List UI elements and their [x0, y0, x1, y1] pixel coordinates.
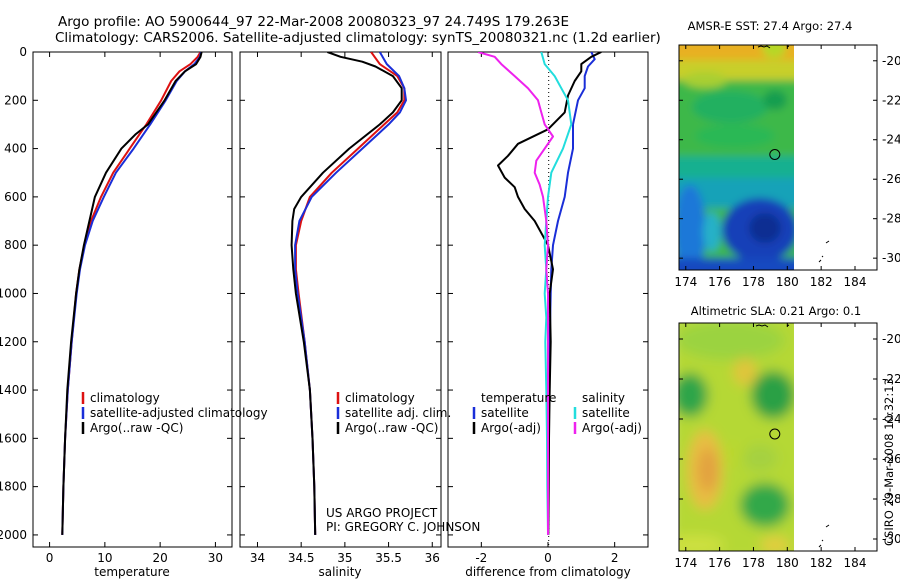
series-climatology [61, 52, 202, 535]
sla-map-ticks: 174 176 178 180 182 184 -20 -22 -24 -26 -28 -30 [674, 323, 900, 570]
legend-label-sal-argo: Argo(-adj) [582, 421, 642, 435]
salinity-panel-frame [239, 51, 442, 548]
map-lat-label: -24 [882, 133, 900, 147]
series-satellite-adjusted-climatology [61, 52, 202, 535]
map-lat-label: -30 [882, 251, 900, 265]
legend-label-satellite-adjusted: satellite-adjusted climatology [90, 406, 268, 420]
project-pi: PI: GREGORY C. JOHNSON [326, 520, 480, 534]
salinity-xlabel: salinity [318, 565, 361, 579]
sla-float-marker [769, 428, 781, 440]
map-lat-label: -28 [882, 212, 900, 226]
map-lon-label: 178 [742, 556, 765, 570]
map-lat-label: -24 [882, 412, 900, 426]
temperature-x-ticks: 0 10 20 30 [46, 52, 223, 565]
legend-label-sal-satellite: satellite [582, 406, 630, 420]
map-lon-label: 174 [674, 275, 697, 289]
sst-map-ticks: 174 176 178 180 182 184 -20 -22 -24 -26 -28 -30 [674, 45, 900, 289]
x-tick-label: 34 [250, 551, 265, 565]
legend-label-temp-argo: Argo(-adj) [481, 421, 541, 435]
depth-tick-label: 800 [4, 238, 27, 252]
x-tick-label: 35.5 [375, 551, 402, 565]
x-tick-label: 20 [152, 551, 167, 565]
map-lon-label: 180 [776, 556, 799, 570]
map-lon-label: 180 [776, 275, 799, 289]
difference-xlabel: difference from climatology [465, 565, 631, 579]
depth-tick-label: 1600 [0, 431, 27, 445]
series-argo-raw-qc [61, 52, 203, 535]
depth-tick-label: 200 [4, 93, 27, 107]
temperature-legend: climatology satellite-adjusted climatolo… [81, 391, 268, 435]
timestamp-stamp: CSIRO 29-Mar-2008 10:32:13 [882, 378, 896, 546]
sst-map-title: AMSR-E SST: 27.4 Argo: 27.4 [688, 19, 853, 33]
x-tick-label: 10 [97, 551, 112, 565]
legend-label-satellite-adj: satellite adj. clim. [345, 406, 451, 420]
x-tick-label: 36 [425, 551, 440, 565]
sst-map-frame [678, 44, 878, 271]
map-lon-label: 174 [674, 556, 697, 570]
map-lat-label: -26 [882, 452, 900, 466]
legend-label-climatology: climatology [345, 391, 415, 405]
header-line-2: Climatology: CARS2006. Satellite-adjuste… [55, 30, 661, 46]
x-tick-label: 34.5 [288, 551, 315, 565]
x-tick-label: 0 [46, 551, 54, 565]
sst-heatmap [679, 45, 794, 270]
x-tick-label: 0 [544, 551, 552, 565]
project-name: US ARGO PROJECT [326, 506, 438, 520]
map-lat-label: -30 [882, 532, 900, 546]
sst-islands-east [818, 240, 830, 263]
depth-tick-label: 1400 [0, 383, 27, 397]
depth-tick-label: 600 [4, 190, 27, 204]
series-satellite-adj-clim [294, 52, 407, 535]
temperature-panel-frame [32, 51, 233, 548]
depth-tick-label: 1200 [0, 335, 27, 349]
depth-tick-label: 2000 [0, 528, 27, 542]
map-lat-label: -26 [882, 172, 900, 186]
legend-label-temp-satellite: satellite [481, 406, 529, 420]
sst-float-marker [769, 149, 781, 160]
difference-series [477, 52, 602, 535]
x-tick-label: -2 [475, 551, 487, 565]
depth-tick-label: 0 [19, 45, 27, 59]
map-lat-label: -28 [882, 492, 900, 506]
header-line-1: Argo profile: AO 5900644_97 22-Mar-2008 … [58, 14, 569, 30]
depth-tick-label: 1000 [0, 286, 27, 300]
map-lon-label: 178 [742, 275, 765, 289]
sla-map-frame [678, 322, 878, 552]
legend-header-temperature: temperature [481, 391, 556, 405]
map-lat-label: -20 [882, 54, 900, 68]
x-tick-label: 35 [337, 551, 352, 565]
salinity-x-ticks: 34 34.5 35 35.5 36 [250, 52, 440, 565]
map-lon-label: 176 [708, 275, 731, 289]
legend-label-climatology: climatology [90, 391, 160, 405]
legend-header-salinity: salinity [582, 391, 625, 405]
sla-islands-east [818, 524, 830, 548]
salinity-series [290, 52, 407, 535]
map-lon-label: 182 [810, 275, 833, 289]
map-lon-label: 176 [708, 556, 731, 570]
depth-axis: 0 200 400 600 800 1000 1200 1400 1600 1800 2000 [0, 45, 648, 542]
sla-heatmap [679, 323, 794, 551]
map-lat-label: -20 [882, 332, 900, 346]
temperature-series [61, 52, 203, 535]
series-temperature-argo-adj [497, 52, 602, 535]
depth-tick-label: 400 [4, 142, 27, 156]
difference-legend: temperature salinity satellite Argo(-adj… [472, 391, 642, 435]
sla-map-title: Altimetric SLA: 0.21 Argo: 0.1 [691, 304, 861, 318]
difference-x-ticks: -2 0 2 [475, 52, 618, 565]
map-lon-label: 184 [844, 556, 867, 570]
map-lat-label: -22 [882, 93, 900, 107]
legend-label-argo: Argo(..raw -QC) [345, 421, 438, 435]
map-lat-label: -22 [882, 372, 900, 386]
temperature-xlabel: temperature [94, 565, 169, 579]
x-tick-label: 30 [208, 551, 223, 565]
series-argo-raw-qc [290, 52, 403, 535]
x-tick-label: 2 [611, 551, 619, 565]
depth-tick-label: 1800 [0, 480, 27, 494]
series-salinity-argo-adj [477, 52, 554, 535]
legend-label-argo: Argo(..raw -QC) [90, 421, 183, 435]
map-lon-label: 182 [810, 556, 833, 570]
map-lon-label: 184 [844, 275, 867, 289]
salinity-legend: climatology satellite adj. clim. Argo(..… [336, 391, 451, 435]
